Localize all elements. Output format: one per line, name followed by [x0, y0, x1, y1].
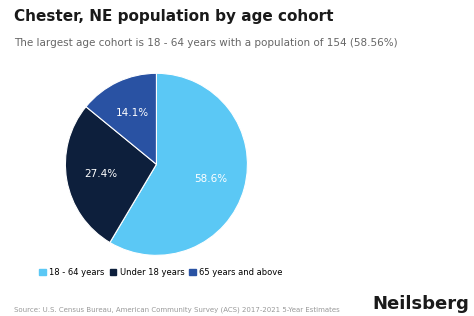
Wedge shape [65, 107, 156, 243]
Text: Chester, NE population by age cohort: Chester, NE population by age cohort [14, 9, 334, 24]
Text: The largest age cohort is 18 - 64 years with a population of 154 (58.56%): The largest age cohort is 18 - 64 years … [14, 38, 398, 48]
Text: Source: U.S. Census Bureau, American Community Survey (ACS) 2017-2021 5-Year Est: Source: U.S. Census Bureau, American Com… [14, 306, 340, 313]
Text: Neilsberg: Neilsberg [373, 295, 469, 313]
Text: 27.4%: 27.4% [84, 169, 118, 179]
Wedge shape [86, 73, 156, 164]
Legend: 18 - 64 years, Under 18 years, 65 years and above: 18 - 64 years, Under 18 years, 65 years … [36, 264, 286, 280]
Text: 14.1%: 14.1% [116, 108, 149, 118]
Wedge shape [110, 73, 247, 255]
Text: 58.6%: 58.6% [194, 174, 228, 184]
